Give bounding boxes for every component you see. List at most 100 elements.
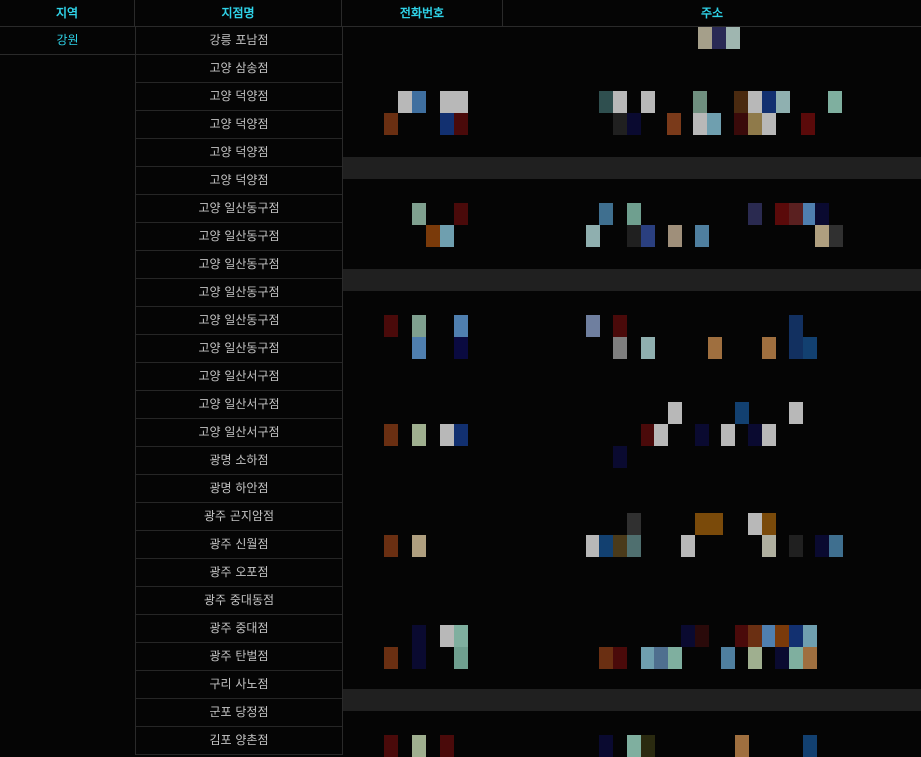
redaction-block [708, 337, 722, 359]
redaction-block [721, 424, 735, 446]
redaction-block [454, 91, 468, 113]
branch-name-cell[interactable]: 고양 일산동구점 [136, 279, 342, 307]
redaction-block [440, 424, 454, 446]
redaction-block [789, 337, 803, 359]
redaction-block [627, 203, 641, 225]
branch-name-cell[interactable]: 광주 오포점 [136, 559, 342, 587]
branch-name-cell[interactable]: 광주 곤지암점 [136, 503, 342, 531]
branch-name-cell[interactable]: 구리 사노점 [136, 671, 342, 699]
branch-name-cell[interactable]: 강릉 포남점 [136, 27, 342, 55]
redaction-block [613, 535, 627, 557]
redaction-block [412, 647, 426, 669]
redaction-block [586, 315, 600, 337]
branch-name-cell[interactable]: 광명 하안점 [136, 475, 342, 503]
redaction-block [698, 27, 712, 49]
branch-name-cell[interactable]: 고양 덕양점 [136, 83, 342, 111]
region-cell[interactable]: 강원 [0, 27, 135, 55]
redaction-block [440, 91, 454, 113]
branch-name-cell[interactable]: 고양 덕양점 [136, 167, 342, 195]
branch-name-cell[interactable]: 광주 신월점 [136, 531, 342, 559]
redaction-block [681, 535, 695, 557]
redaction-block [776, 91, 790, 113]
redaction-block [641, 735, 655, 757]
branch-name-cell[interactable]: 고양 일산동구점 [136, 307, 342, 335]
redaction-block [384, 735, 398, 757]
branch-name-cell[interactable]: 광주 중대동점 [136, 587, 342, 615]
redaction-block [815, 225, 829, 247]
branch-name-cell[interactable]: 고양 삼송점 [136, 55, 342, 83]
redaction-block [748, 424, 762, 446]
redaction-block [454, 315, 468, 337]
redaction-block [707, 113, 721, 135]
redaction-block [654, 424, 668, 446]
branch-name-cell[interactable]: 고양 일산서구점 [136, 391, 342, 419]
redaction-block [454, 113, 468, 135]
branch-name-cell[interactable]: 고양 일산동구점 [136, 335, 342, 363]
branch-name-cell[interactable]: 광명 소하점 [136, 447, 342, 475]
redaction-block [762, 91, 776, 113]
branch-name-cell[interactable]: 고양 덕양점 [136, 139, 342, 167]
redaction-block [613, 647, 627, 669]
branch-name-cell[interactable]: 고양 덕양점 [136, 111, 342, 139]
redacted-phone-address-area [343, 27, 921, 757]
branch-name-cell[interactable]: 고양 일산동구점 [136, 251, 342, 279]
branch-name-cell[interactable]: 광주 중대점 [136, 615, 342, 643]
redaction-block [454, 203, 468, 225]
redaction-block [803, 625, 817, 647]
redaction-block [734, 91, 748, 113]
redaction-block [384, 113, 398, 135]
redaction-block [735, 735, 749, 757]
branch-name-cell[interactable]: 고양 일산동구점 [136, 223, 342, 251]
redaction-block [586, 225, 600, 247]
redaction-block [695, 513, 709, 535]
redaction-block [695, 225, 709, 247]
branch-name-cell[interactable]: 고양 일산서구점 [136, 363, 342, 391]
redaction-block [762, 113, 776, 135]
branch-name-cell[interactable]: 광주 탄벌점 [136, 643, 342, 671]
header-region[interactable]: 지역 [0, 0, 135, 26]
redaction-block [426, 225, 440, 247]
redaction-block [384, 647, 398, 669]
redaction-block [748, 625, 762, 647]
redaction-block [412, 91, 426, 113]
header-phone[interactable]: 전화번호 [342, 0, 503, 26]
redaction-block [440, 735, 454, 757]
redaction-block [748, 647, 762, 669]
redaction-block [762, 513, 776, 535]
redaction-block [789, 647, 803, 669]
separator-band [343, 269, 921, 291]
redaction-block [748, 91, 762, 113]
redaction-block [440, 113, 454, 135]
redaction-block [735, 625, 749, 647]
redaction-block [412, 535, 426, 557]
redaction-block [440, 225, 454, 247]
header-branch[interactable]: 지점명 [135, 0, 342, 26]
redaction-block [412, 315, 426, 337]
redaction-block [775, 625, 789, 647]
redaction-block [641, 225, 655, 247]
redaction-block [641, 647, 655, 669]
branch-name-cell[interactable]: 고양 일산동구점 [136, 195, 342, 223]
redaction-block [412, 203, 426, 225]
redaction-block [627, 513, 641, 535]
redaction-block [641, 91, 655, 113]
branch-name-cell[interactable]: 김포 양촌점 [136, 727, 342, 755]
redaction-block [641, 337, 655, 359]
redaction-block [775, 203, 789, 225]
redaction-block [695, 424, 709, 446]
redaction-block [789, 625, 803, 647]
redaction-block [801, 113, 815, 135]
header-address[interactable]: 주소 [700, 6, 724, 20]
redaction-block [599, 735, 613, 757]
redaction-block [734, 113, 748, 135]
redaction-block [627, 735, 641, 757]
branch-name-cell[interactable]: 고양 일산서구점 [136, 419, 342, 447]
redaction-block [829, 225, 843, 247]
redaction-block [803, 203, 817, 225]
redaction-block [613, 91, 627, 113]
branch-name-cell[interactable]: 군포 당정점 [136, 699, 342, 727]
redaction-block [695, 625, 709, 647]
redaction-block [803, 735, 817, 757]
redaction-block [693, 91, 707, 113]
redaction-block [693, 113, 707, 135]
